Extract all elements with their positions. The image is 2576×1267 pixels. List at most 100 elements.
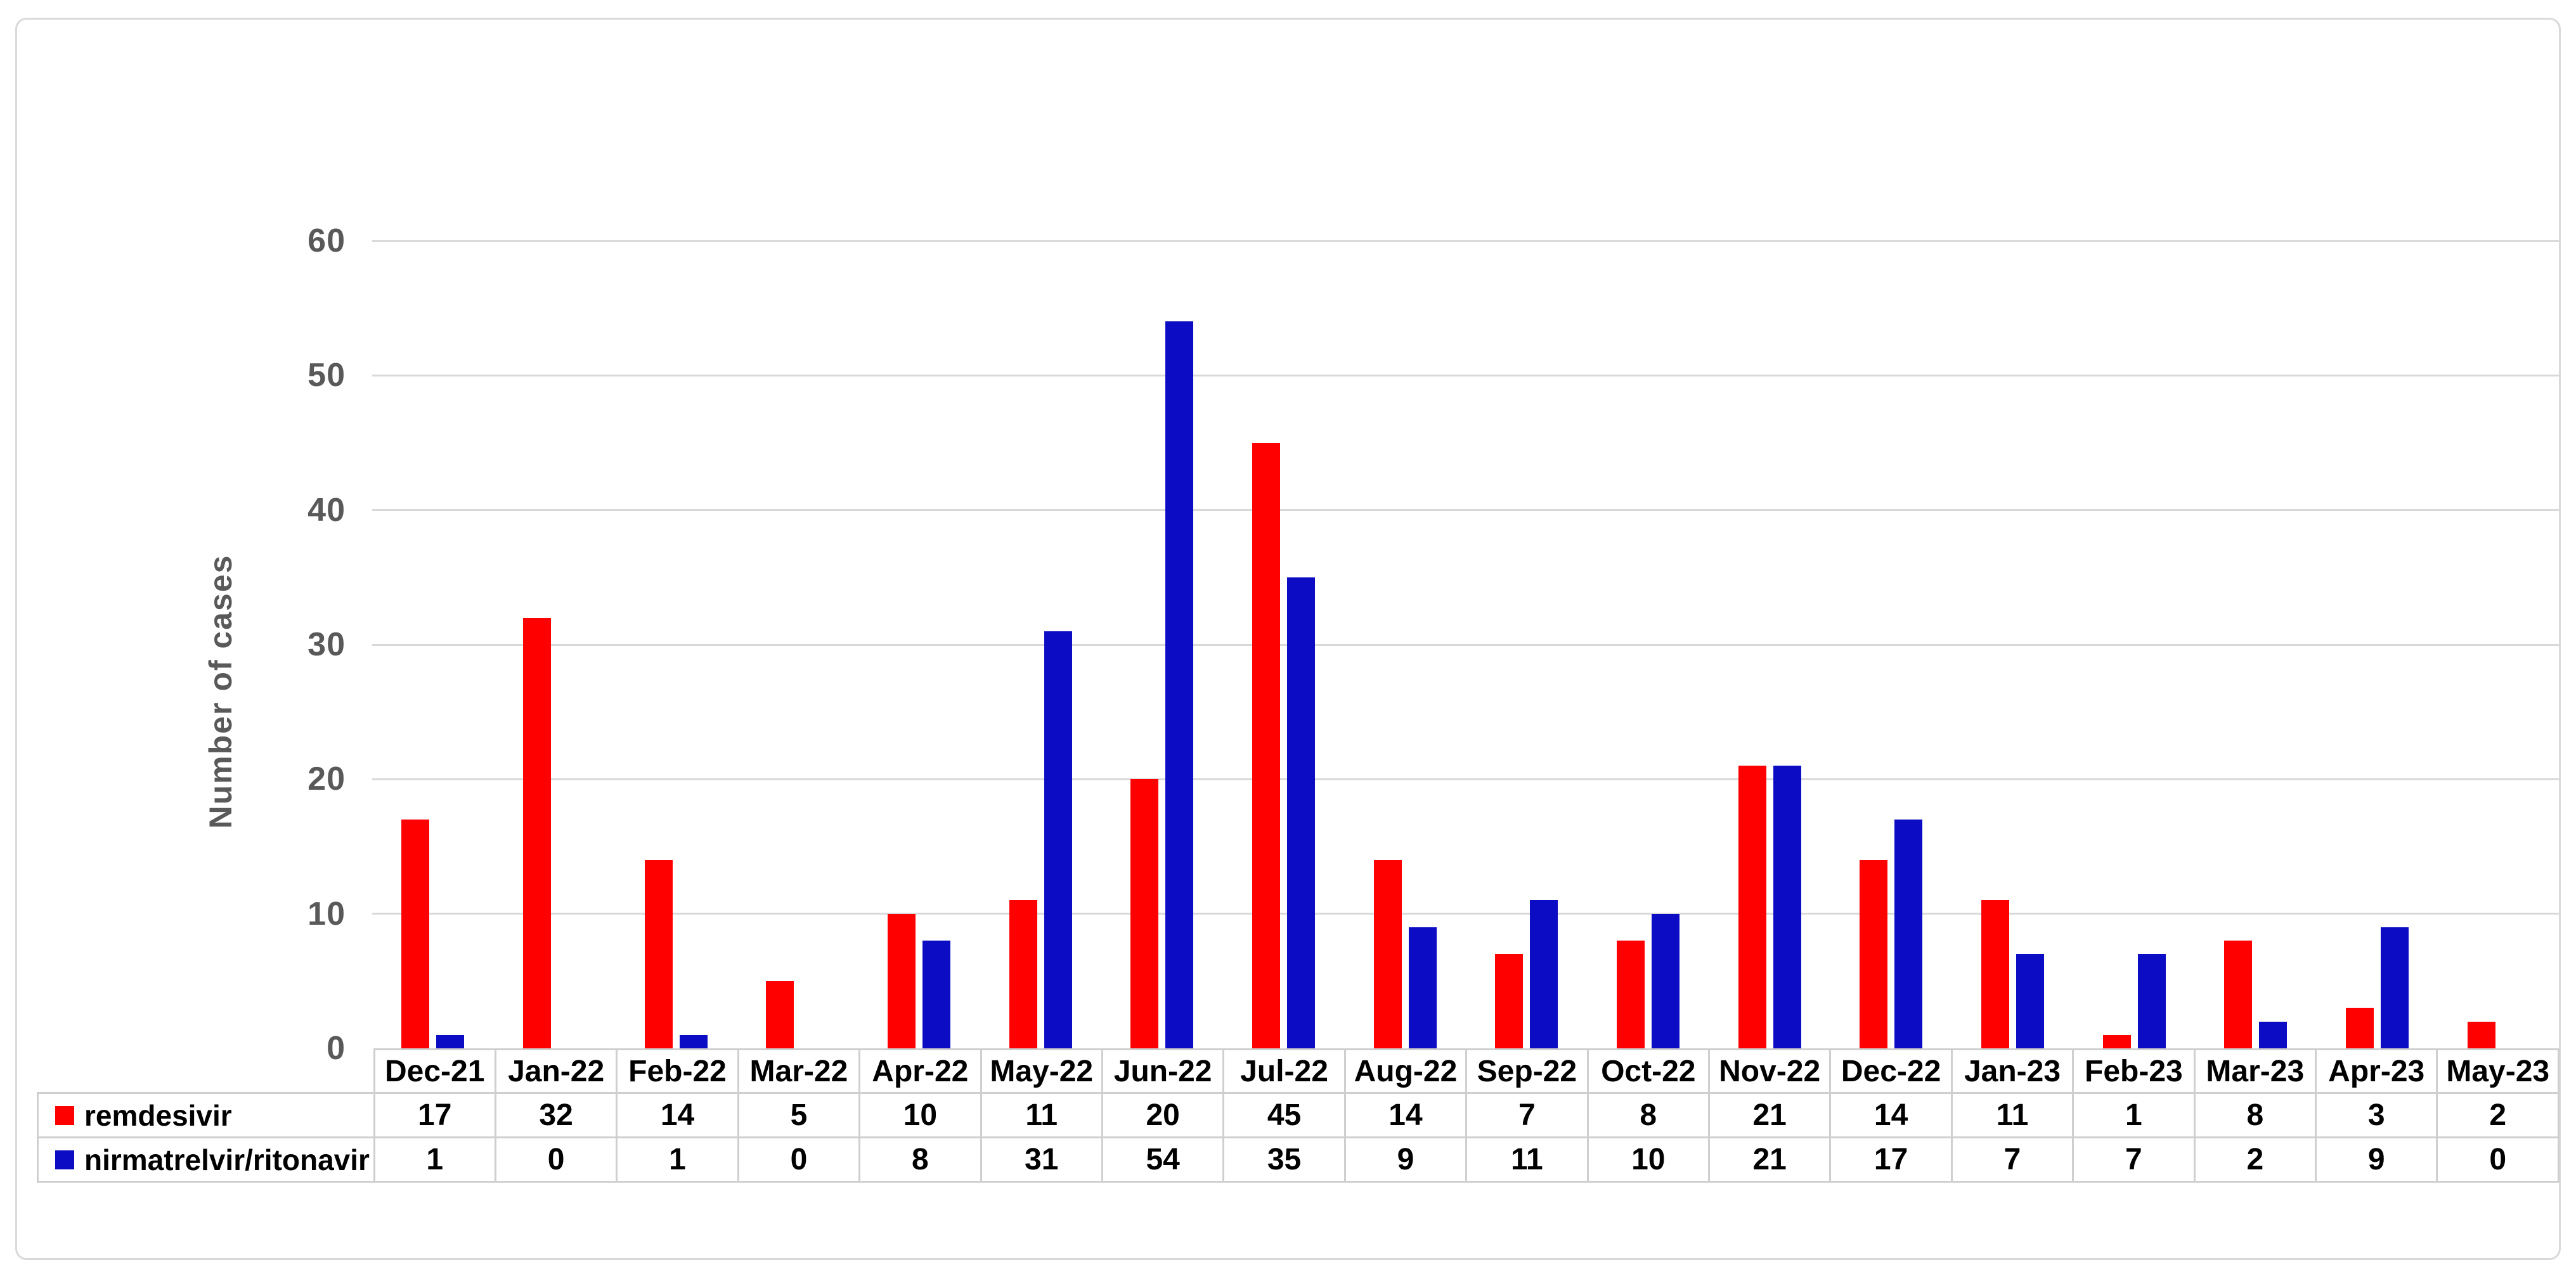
series-row-remdesivir: remdesivir 17 32 14 5 10 11 20 45 14 7 8 21 14 11 1 8 3 2 (37, 1092, 2560, 1138)
month-header-Dec-21: Dec-21 (373, 1048, 496, 1094)
category-column-Dec-21 (372, 241, 494, 1048)
month-header-Apr-23: Apr-23 (2314, 1048, 2438, 1094)
category-column-Dec-22 (1830, 241, 1952, 1048)
month-header-Nov-22: Nov-22 (1707, 1048, 1832, 1094)
value-cell: 11 (1465, 1136, 1589, 1183)
category-column-Feb-22 (615, 241, 737, 1048)
category-column-Jan-23 (1952, 241, 2074, 1048)
value-cell: 17 (1829, 1136, 1953, 1183)
bar-remdesivir-Apr-23 (2345, 1008, 2374, 1048)
value-cell: 11 (980, 1092, 1103, 1138)
value-cell: 9 (2314, 1136, 2438, 1183)
bar-nirmatrelvir-ritonavir-Sep-22 (1530, 900, 1558, 1048)
month-header-Feb-22: Feb-22 (616, 1048, 739, 1094)
value-cell: 8 (1586, 1092, 1710, 1138)
value-cell: 21 (1707, 1092, 1832, 1138)
category-column-May-23 (2438, 241, 2560, 1048)
bar-nirmatrelvir-ritonavir-Jul-22 (1286, 577, 1315, 1048)
value-cell: 9 (1343, 1136, 1468, 1183)
month-header-Oct-22: Oct-22 (1586, 1048, 1710, 1094)
value-cell: 7 (1465, 1092, 1589, 1138)
bar-nirmatrelvir-ritonavir-Feb-22 (679, 1034, 708, 1048)
series-row-nirmatrelvir-ritonavir: nirmatrelvir/ritonavir 1 0 1 0 8 31 54 35 9 11 10 21… (37, 1136, 2560, 1183)
value-cell: 32 (494, 1092, 618, 1138)
bar-remdesivir-Sep-22 (1495, 954, 1524, 1048)
category-column-Apr-22 (858, 241, 980, 1048)
value-cell: 31 (980, 1136, 1103, 1183)
month-header-row: Dec-21 Jan-22 Feb-22 Mar-22 Apr-22 May-22 Jun-… (38, 1048, 2560, 1094)
month-header-Jul-22: Jul-22 (1222, 1048, 1346, 1094)
bar-nirmatrelvir-ritonavir-Jan-23 (2016, 954, 2044, 1048)
legend-swatch-icon (55, 1105, 74, 1125)
category-column-Jul-22 (1223, 241, 1345, 1048)
y-tick-label-30: 30 (307, 626, 346, 663)
legend-cell-remdesivir: remdesivir (37, 1092, 375, 1138)
value-cell: 1 (2072, 1092, 2196, 1138)
bar-remdesivir-May-23 (2467, 1021, 2495, 1048)
legend-label: nirmatrelvir/ritonavir (84, 1143, 370, 1176)
y-tick-label-60: 60 (307, 222, 346, 259)
y-axis-tick-labels: 0 10 20 30 40 50 60 (190, 222, 346, 1067)
bar-remdesivir-Jun-22 (1130, 779, 1159, 1048)
category-column-Oct-22 (1588, 241, 1709, 1048)
y-tick-label-40: 40 (307, 491, 346, 529)
value-cell: 1 (616, 1136, 739, 1183)
value-cell: 14 (616, 1092, 739, 1138)
value-cell: 0 (494, 1136, 618, 1183)
gridline-30 (372, 643, 2560, 646)
bar-remdesivir-Jan-23 (1981, 900, 2009, 1048)
value-cell: 45 (1222, 1092, 1346, 1138)
data-table: Dec-21 Jan-22 Feb-22 Mar-22 Apr-22 May-22 Jun-… (37, 1048, 2560, 1183)
category-column-Mar-23 (2195, 241, 2317, 1048)
bar-nirmatrelvir-ritonavir-Oct-22 (1651, 913, 1680, 1048)
value-cell: 21 (1707, 1136, 1832, 1183)
y-tick-label-20: 20 (307, 761, 346, 798)
value-cell: 35 (1222, 1136, 1346, 1183)
gridline-10 (372, 913, 2560, 915)
bar-remdesivir-Jan-22 (522, 617, 551, 1048)
bar-nirmatrelvir-ritonavir-Dec-21 (436, 1034, 465, 1048)
value-cell: 17 (373, 1092, 496, 1138)
month-header-Feb-23: Feb-23 (2072, 1048, 2196, 1094)
value-cell: 3 (2314, 1092, 2438, 1138)
category-column-Jan-22 (494, 241, 616, 1048)
month-header-Jan-22: Jan-22 (494, 1048, 618, 1094)
bar-remdesivir-Nov-22 (1738, 766, 1766, 1048)
gridline-20 (372, 778, 2560, 780)
month-header-Apr-22: Apr-22 (858, 1048, 982, 1094)
gridline-40 (372, 509, 2560, 511)
month-header-Dec-22: Dec-22 (1829, 1048, 1953, 1094)
table-corner-cell (38, 1050, 375, 1093)
bar-remdesivir-Aug-22 (1373, 859, 1402, 1048)
bar-nirmatrelvir-ritonavir-Feb-23 (2137, 954, 2166, 1048)
category-column-Nov-22 (1709, 241, 1830, 1048)
bar-remdesivir-Jul-22 (1252, 442, 1280, 1048)
category-column-Jun-22 (1101, 241, 1223, 1048)
value-cell: 5 (737, 1092, 861, 1138)
month-header-Aug-22: Aug-22 (1343, 1048, 1468, 1094)
plot-area (372, 240, 2560, 1048)
bar-nirmatrelvir-ritonavir-Aug-22 (1408, 927, 1437, 1048)
bar-remdesivir-Apr-22 (887, 913, 916, 1048)
bar-remdesivir-Feb-23 (2102, 1034, 2131, 1048)
bar-remdesivir-May-22 (1009, 900, 1037, 1048)
value-cell: 0 (737, 1136, 861, 1183)
category-column-Mar-22 (737, 241, 858, 1048)
category-column-Sep-22 (1466, 241, 1588, 1048)
month-header-Mar-23: Mar-23 (2193, 1048, 2317, 1094)
bar-remdesivir-Dec-22 (1860, 859, 1888, 1048)
value-cell: 1 (373, 1136, 496, 1183)
month-header-Jan-23: Jan-23 (1950, 1048, 2074, 1094)
value-cell: 10 (858, 1092, 982, 1138)
y-tick-label-50: 50 (307, 357, 346, 394)
gridline-60 (372, 240, 2560, 242)
category-column-May-22 (980, 241, 1101, 1048)
y-tick-label-10: 10 (307, 895, 346, 932)
bar-remdesivir-Oct-22 (1616, 941, 1645, 1048)
month-header-May-22: May-22 (980, 1048, 1103, 1094)
value-cell: 2 (2193, 1136, 2317, 1183)
value-cell: 7 (2072, 1136, 2196, 1183)
bar-remdesivir-Dec-21 (401, 820, 430, 1048)
bar-nirmatrelvir-ritonavir-Dec-22 (1894, 820, 1923, 1048)
